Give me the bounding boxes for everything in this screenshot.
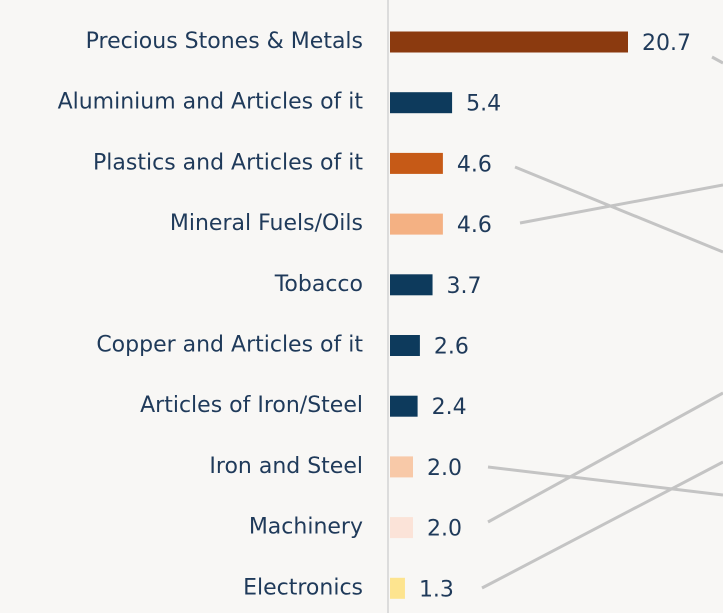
data-label: 3.7: [447, 274, 482, 299]
category-label: Tobacco: [274, 272, 363, 297]
connector: [519, 183, 723, 225]
connector: [487, 465, 723, 497]
data-label: 2.6: [434, 335, 469, 360]
category-label: Aluminium and Articles of it: [58, 90, 364, 115]
category-label: Mineral Fuels/Oils: [170, 211, 363, 236]
bar: [390, 31, 628, 53]
data-label: 4.6: [457, 213, 492, 238]
data-label: 2.0: [427, 456, 462, 481]
category-label: Articles of Iron/Steel: [140, 393, 363, 418]
data-label: 2.4: [432, 395, 467, 420]
bar: [390, 395, 418, 417]
bar: [390, 213, 443, 235]
bar: [390, 92, 453, 114]
connector: [481, 460, 723, 590]
category-label: Iron and Steel: [209, 454, 363, 479]
bar: [390, 152, 443, 174]
data-label: 2.0: [427, 517, 462, 542]
category-label: Machinery: [249, 515, 363, 540]
category-label: Copper and Articles of it: [96, 333, 363, 358]
bar: [390, 274, 433, 296]
data-label: 5.4: [466, 92, 501, 117]
connectors: [481, 55, 723, 590]
data-label: 4.6: [457, 152, 492, 177]
bar: [390, 517, 413, 539]
category-label: Precious Stones & Metals: [86, 29, 363, 54]
bar: [390, 456, 413, 478]
connector: [487, 391, 723, 524]
category-label: Electronics: [243, 575, 363, 600]
connector: [711, 55, 723, 65]
bar: [390, 335, 420, 356]
bar: [390, 577, 405, 599]
connector: [514, 165, 723, 254]
category-label: Plastics and Articles of it: [93, 150, 363, 175]
data-label: 20.7: [642, 31, 691, 56]
data-label: 1.3: [419, 577, 454, 602]
